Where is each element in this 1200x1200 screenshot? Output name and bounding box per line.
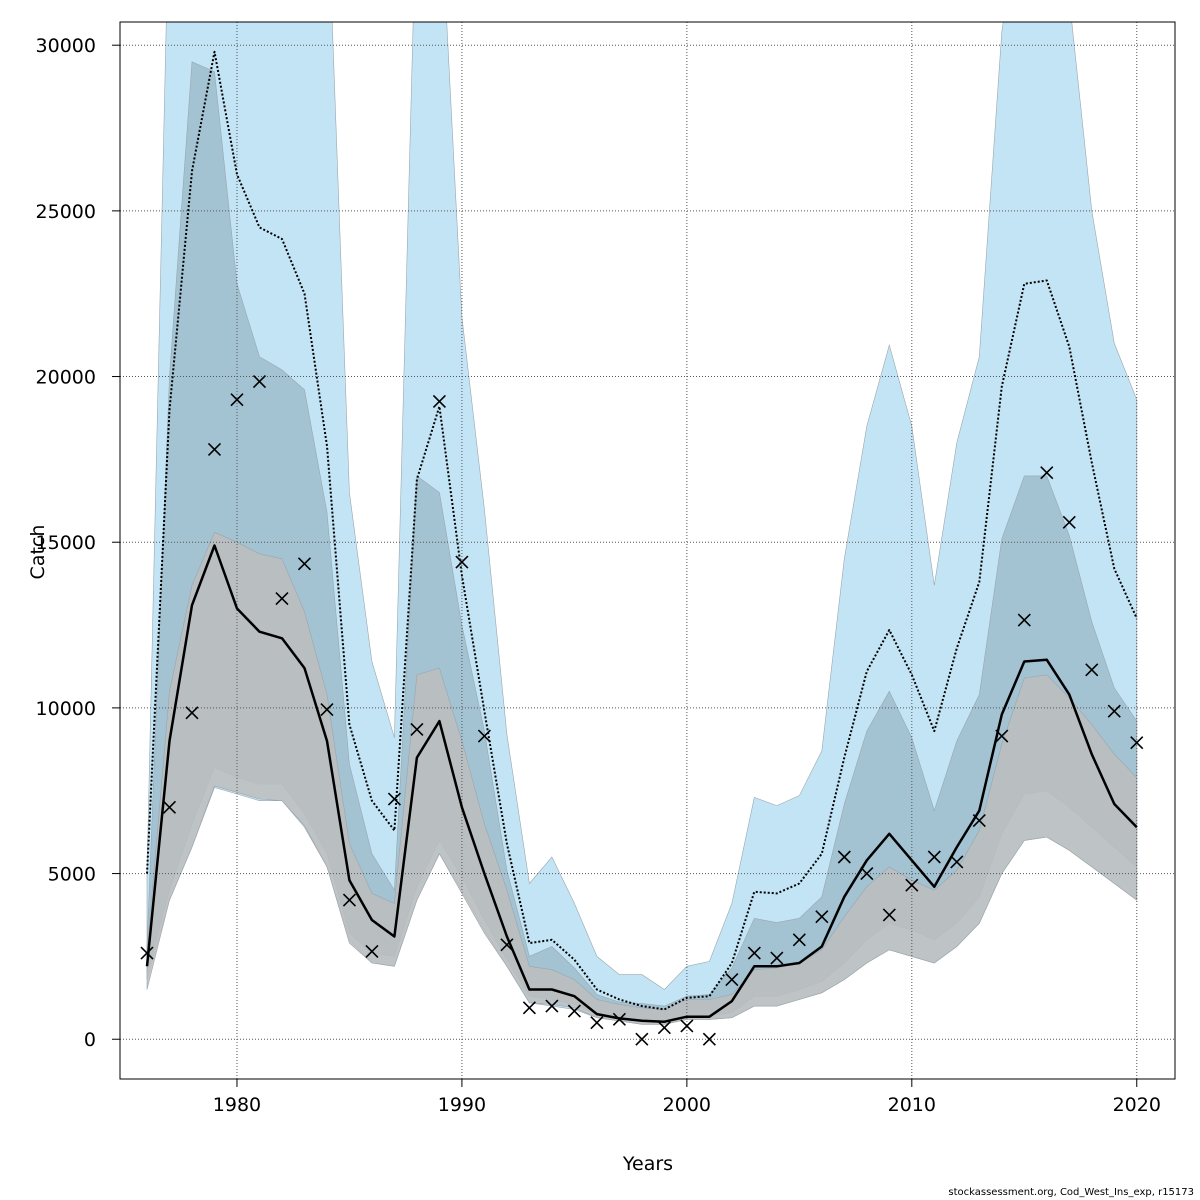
observed-point-2013 [972,813,986,828]
observed-point-1983 [297,557,312,571]
y-tick-label-15000: 15000 [36,532,96,554]
observed-point-2020 [1130,736,1144,750]
observed-point-2016 [1040,466,1054,480]
observed-point-2002 [725,973,739,987]
observed-point-1977 [162,800,177,814]
solid-line [145,544,1138,1023]
observed-point-2019 [1107,704,1121,718]
observed-point-1991 [477,729,491,743]
x-axis-title: Years [622,1153,673,1175]
observed-point-1999 [657,1021,671,1035]
observed-point-2005 [792,933,806,947]
x-tick-label-2000: 2000 [663,1094,711,1116]
observed-point-1980 [230,393,244,407]
y-tick-label-25000: 25000 [36,201,96,223]
credit-footnote: stockassessment.org, Cod_West_Ins_exp, r… [948,1187,1194,1198]
axes: 1980 1990 2000 2010 2020 0 5000 10000 15000 20000… [36,35,1161,1116]
observed-point-1979 [207,442,222,457]
observed-point-2018 [1085,663,1099,677]
observed-point-1984 [320,702,334,717]
observed-point-1986 [365,944,379,958]
observed-point-1995 [567,1004,581,1018]
observed-point-2009 [882,908,896,922]
x-tick-label-2010: 2010 [888,1094,936,1116]
x-tick-label-1980: 1980 [213,1094,261,1116]
observed-point-1982 [275,591,289,606]
observed-point-1987 [387,792,402,806]
observed-point-2003 [747,946,761,960]
y-tick-label-30000: 30000 [36,35,96,57]
observed-point-1997 [612,1012,626,1026]
x-tick-label-2020: 2020 [1113,1094,1161,1116]
observed-point-2011 [927,850,941,864]
observed-point-2012 [950,855,964,869]
dashed-line [146,50,1138,1011]
y-tick-label-5000: 5000 [48,864,96,886]
observed-point-1992 [500,938,514,952]
observed-point-1985 [342,893,357,907]
observed-point-1993 [522,1001,536,1015]
observed-point-1981 [252,374,267,389]
observed-point-1989 [432,394,446,408]
observed-point-2008 [860,866,874,881]
band-model-area [146,531,1138,1025]
plot-frame [119,21,1176,1080]
observed-point-2001 [702,1032,716,1046]
observed-point-2000 [680,1019,694,1033]
observed-point-2015 [1017,613,1031,627]
observed-point-2004 [770,951,784,965]
x-tick-label-1990: 1990 [438,1094,486,1116]
observed-point-1998 [635,1032,649,1046]
observed-point-1990 [455,555,469,569]
y-tick-label-20000: 20000 [36,367,96,389]
observed-point-2007 [837,850,851,864]
observed-point-2017 [1062,515,1076,529]
observed-point-1994 [545,999,559,1013]
observed-point-2006 [815,910,829,924]
observed-point-1988 [410,722,424,736]
y-tick-label-0: 0 [84,1029,96,1051]
observed-point-2010 [905,878,919,892]
uncertainty-bands [146,22,1138,1025]
observed-point-1976 [140,946,154,960]
observed-points [140,374,1144,1046]
observed-point-1996 [590,1016,604,1030]
y-tick-label-10000: 10000 [36,698,96,720]
observed-point-2014 [995,729,1009,743]
observed-point-1978 [185,706,199,720]
series-lines [145,50,1138,1023]
grid-lines [120,22,1175,1079]
y-axis-title: Catch [27,525,49,580]
